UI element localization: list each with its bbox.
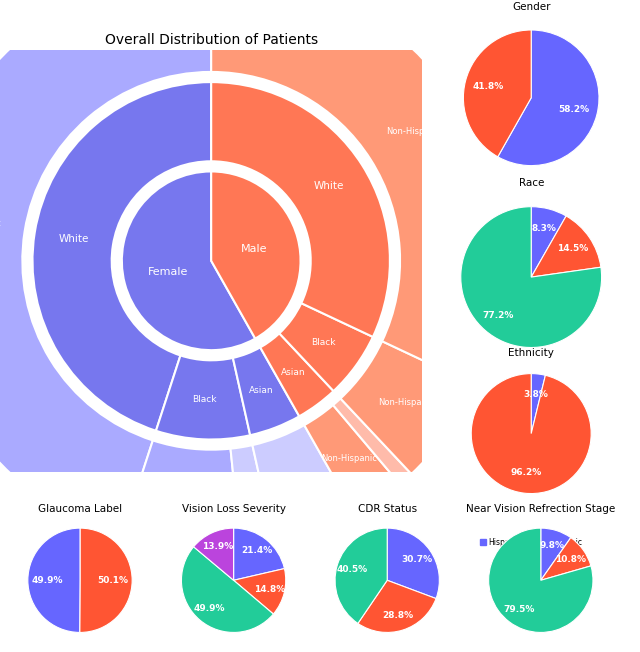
- Title: Near Vision Refrection Stage: Near Vision Refrection Stage: [466, 504, 616, 514]
- Text: Black: Black: [193, 395, 217, 404]
- Wedge shape: [234, 528, 284, 580]
- Wedge shape: [531, 374, 545, 434]
- Text: White: White: [314, 181, 344, 191]
- Text: 30.7%: 30.7%: [402, 555, 433, 564]
- Text: 8.3%: 8.3%: [532, 224, 557, 233]
- Title: Overall Distribution of Patients: Overall Distribution of Patients: [104, 33, 318, 47]
- Title: Race: Race: [518, 178, 544, 188]
- Text: Non-Hispanic: Non-Hispanic: [378, 398, 434, 407]
- Wedge shape: [541, 528, 571, 580]
- Text: 14.5%: 14.5%: [557, 244, 589, 253]
- Wedge shape: [541, 538, 591, 580]
- Text: Non-Hispanic: Non-Hispanic: [387, 127, 442, 136]
- Wedge shape: [121, 440, 241, 554]
- Wedge shape: [28, 528, 80, 632]
- Title: Glaucoma Label: Glaucoma Label: [38, 504, 122, 514]
- Title: CDR Status: CDR Status: [358, 504, 417, 514]
- Legend: Hispanic, Non-hispanic: Hispanic, Non-hispanic: [477, 535, 586, 550]
- Wedge shape: [182, 547, 273, 632]
- Text: 77.2%: 77.2%: [483, 311, 514, 320]
- Wedge shape: [260, 333, 333, 417]
- Text: Non-Hispanic: Non-Hispanic: [269, 481, 326, 490]
- Wedge shape: [252, 425, 355, 546]
- Text: White: White: [59, 234, 89, 244]
- Wedge shape: [358, 580, 436, 632]
- Text: 10.8%: 10.8%: [555, 555, 586, 563]
- Title: Ethnicity: Ethnicity: [508, 348, 554, 358]
- Wedge shape: [194, 528, 234, 580]
- Text: Non-Hispanic: Non-Hispanic: [0, 218, 1, 228]
- Title: Gender: Gender: [512, 2, 550, 12]
- Text: 50.1%: 50.1%: [97, 576, 128, 585]
- Text: Non-Hispanic: Non-Hispanic: [321, 454, 377, 463]
- Text: 40.5%: 40.5%: [337, 565, 368, 574]
- Wedge shape: [0, 0, 211, 539]
- Wedge shape: [79, 528, 132, 632]
- Wedge shape: [230, 445, 275, 552]
- Title: Vision Loss Severity: Vision Loss Severity: [182, 504, 285, 514]
- Text: 14.8%: 14.8%: [255, 585, 285, 594]
- Wedge shape: [211, 0, 504, 385]
- Text: Asian: Asian: [282, 368, 306, 378]
- Wedge shape: [461, 207, 602, 348]
- Text: Non-Hispanic: Non-Hispanic: [158, 496, 214, 505]
- Wedge shape: [498, 30, 599, 166]
- Text: Asian: Asian: [249, 386, 273, 395]
- Wedge shape: [488, 528, 593, 632]
- Wedge shape: [234, 569, 285, 614]
- Wedge shape: [531, 216, 601, 277]
- Text: Male: Male: [241, 244, 268, 254]
- Wedge shape: [122, 171, 255, 350]
- Text: 9.8%: 9.8%: [540, 541, 564, 550]
- Text: 21.4%: 21.4%: [241, 546, 273, 556]
- Wedge shape: [387, 528, 439, 599]
- Legend: Asian, Black, White: Asian, Black, White: [481, 399, 582, 414]
- Text: 3.8%: 3.8%: [524, 391, 548, 400]
- Wedge shape: [211, 171, 301, 338]
- Wedge shape: [463, 30, 531, 156]
- Wedge shape: [471, 374, 591, 494]
- Wedge shape: [279, 303, 373, 391]
- Wedge shape: [211, 82, 390, 337]
- Wedge shape: [333, 398, 412, 484]
- Text: Female: Female: [148, 267, 188, 277]
- Wedge shape: [156, 355, 250, 439]
- Wedge shape: [304, 405, 400, 515]
- Legend: Female, Male: Female, Male: [495, 215, 567, 230]
- Text: 49.9%: 49.9%: [32, 576, 63, 585]
- Text: Black: Black: [312, 338, 336, 347]
- Text: 58.2%: 58.2%: [558, 104, 589, 113]
- Text: 41.8%: 41.8%: [473, 82, 504, 91]
- Wedge shape: [531, 207, 566, 277]
- Text: 96.2%: 96.2%: [511, 467, 542, 477]
- Text: 28.8%: 28.8%: [383, 610, 414, 619]
- Text: 79.5%: 79.5%: [503, 605, 534, 614]
- Wedge shape: [335, 528, 387, 623]
- Text: 13.9%: 13.9%: [202, 542, 234, 551]
- Wedge shape: [340, 341, 476, 474]
- Wedge shape: [233, 348, 300, 435]
- Text: 49.9%: 49.9%: [194, 604, 225, 614]
- Wedge shape: [33, 82, 211, 431]
